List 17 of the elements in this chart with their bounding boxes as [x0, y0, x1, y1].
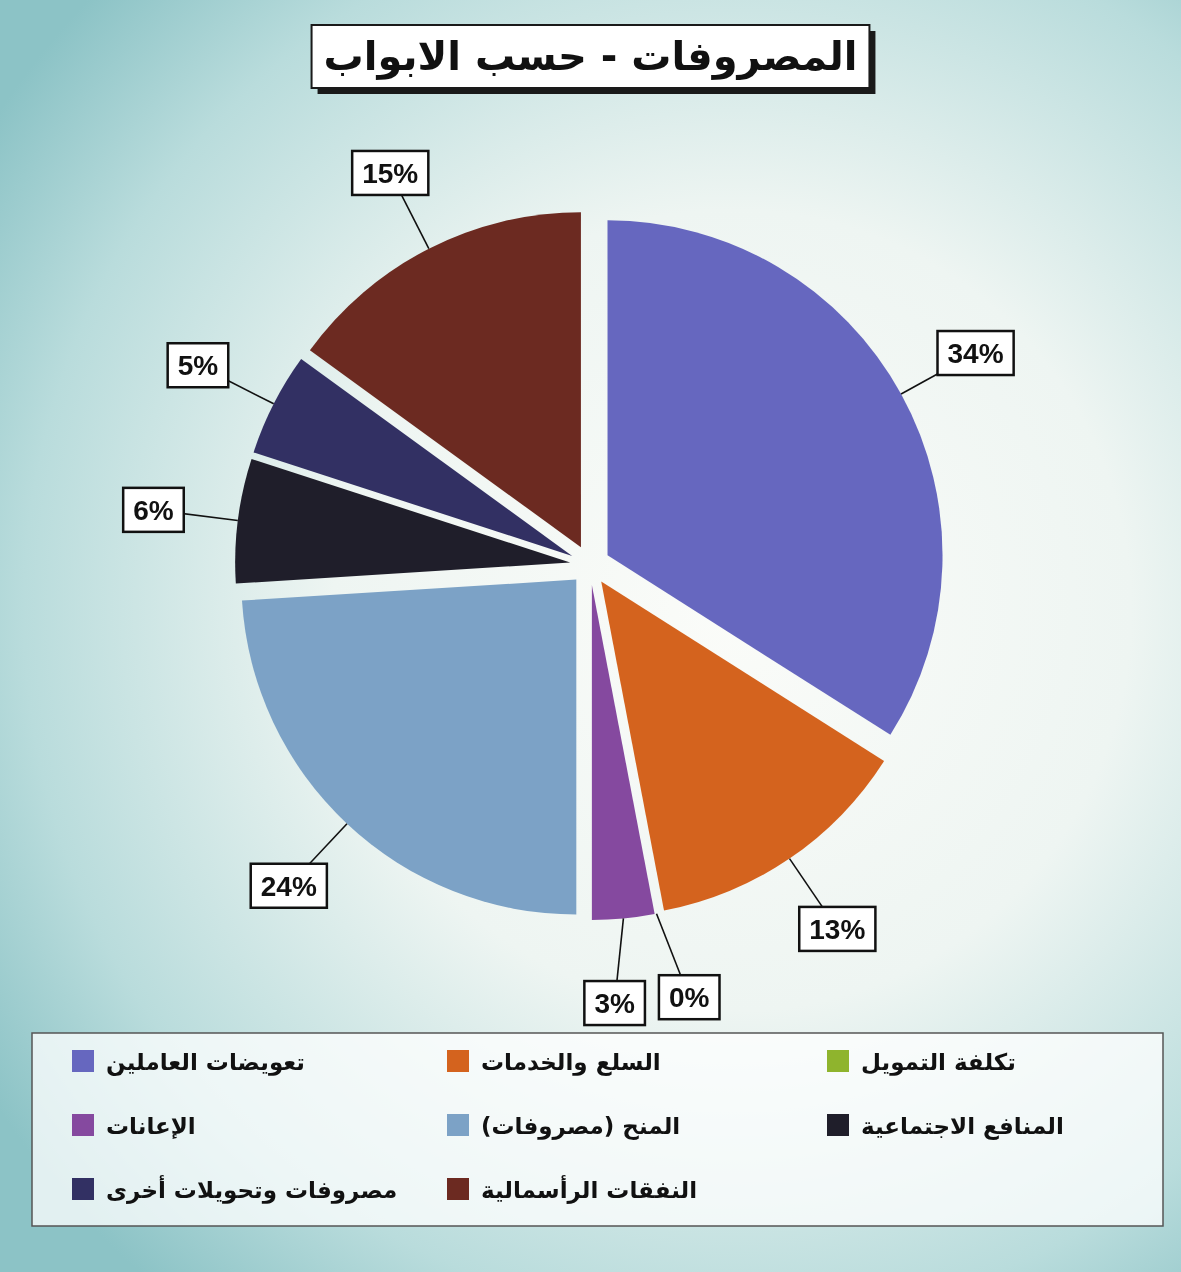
- title: المصروفات - حسب الابواب: [310, 24, 876, 94]
- data-label: 34%: [947, 338, 1004, 370]
- data-label: 6%: [133, 494, 174, 526]
- data-label: 13%: [809, 913, 866, 945]
- data-label: 15%: [362, 157, 419, 189]
- legend-label: الإعانات: [106, 1113, 196, 1139]
- data-label: 3%: [594, 988, 635, 1020]
- legend-label: السلع والخدمات: [481, 1049, 661, 1076]
- legend-label: تعويضات العاملين: [106, 1049, 305, 1076]
- chart-title: المصروفات - حسب الابواب: [323, 33, 858, 80]
- data-label: 5%: [177, 350, 219, 382]
- legend-label: مصروفات وتحويلات أخرى: [106, 1174, 398, 1204]
- legend-label: النفقات الرأسمالية: [481, 1174, 698, 1204]
- data-label: 24%: [260, 870, 317, 902]
- legend-label: المنح (مصروفات): [481, 1113, 681, 1140]
- legend-label: تكلفة التمويل: [861, 1049, 1016, 1076]
- legend-label: المنافع الاجتماعية: [861, 1113, 1064, 1140]
